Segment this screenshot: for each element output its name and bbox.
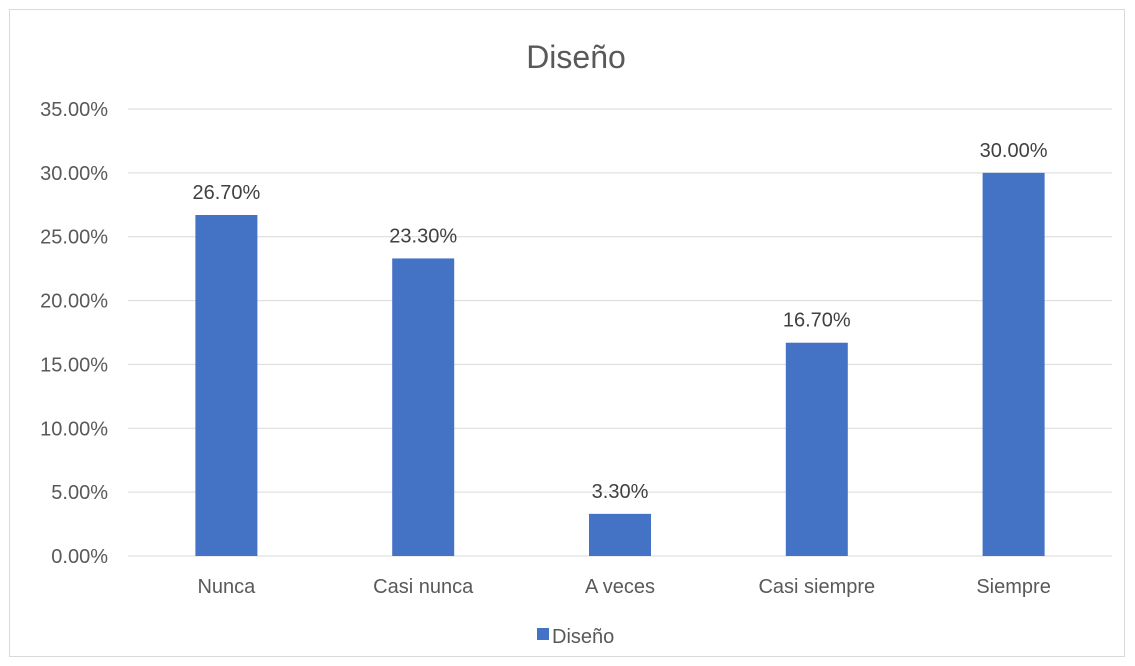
x-tick-label: Nunca — [197, 576, 256, 598]
x-tick-label: Siempre — [976, 576, 1050, 598]
y-tick-label: 25.00% — [40, 227, 108, 249]
data-labels: 26.70% 23.30% 3.30% 16.70% 30.00% — [192, 140, 1047, 503]
bar-casi-siempre — [785, 342, 848, 556]
gridlines — [128, 108, 1112, 557]
x-tick-label: Casi nunca — [373, 576, 474, 598]
y-tick-label: 20.00% — [40, 291, 108, 313]
y-tick-label: 10.00% — [40, 418, 108, 440]
y-tick-label: 0.00% — [51, 546, 108, 568]
x-tick-label: A veces — [585, 576, 655, 598]
y-tick-label: 35.00% — [40, 99, 108, 121]
legend: Diseño — [537, 626, 614, 648]
data-label: 30.00% — [980, 140, 1048, 162]
y-tick-label: 15.00% — [40, 354, 108, 376]
x-tick-label: Casi siempre — [758, 576, 875, 598]
legend-label-diseno: Diseño — [552, 626, 614, 648]
bar-nunca — [195, 215, 258, 556]
chart-title: Diseño — [526, 39, 626, 75]
legend-swatch-diseno — [537, 628, 549, 640]
bars — [195, 172, 1045, 556]
y-tick-label: 30.00% — [40, 163, 108, 185]
y-tick-label: 5.00% — [51, 482, 108, 504]
data-label: 23.30% — [389, 225, 457, 247]
y-axis-ticks: 0.00% 5.00% 10.00% 15.00% 20.00% 25.00% 30.00%… — [40, 99, 108, 568]
bar-casi-nunca — [392, 258, 455, 556]
chart-frame — [9, 9, 1125, 657]
bar-a-veces — [589, 513, 651, 556]
bar-siempre — [982, 172, 1045, 556]
data-label: 26.70% — [192, 182, 260, 204]
x-axis-ticks: Nunca Casi nunca A veces Casi siempre Siempr… — [197, 576, 1050, 598]
data-label: 3.30% — [592, 481, 649, 503]
data-label: 16.70% — [783, 310, 851, 332]
